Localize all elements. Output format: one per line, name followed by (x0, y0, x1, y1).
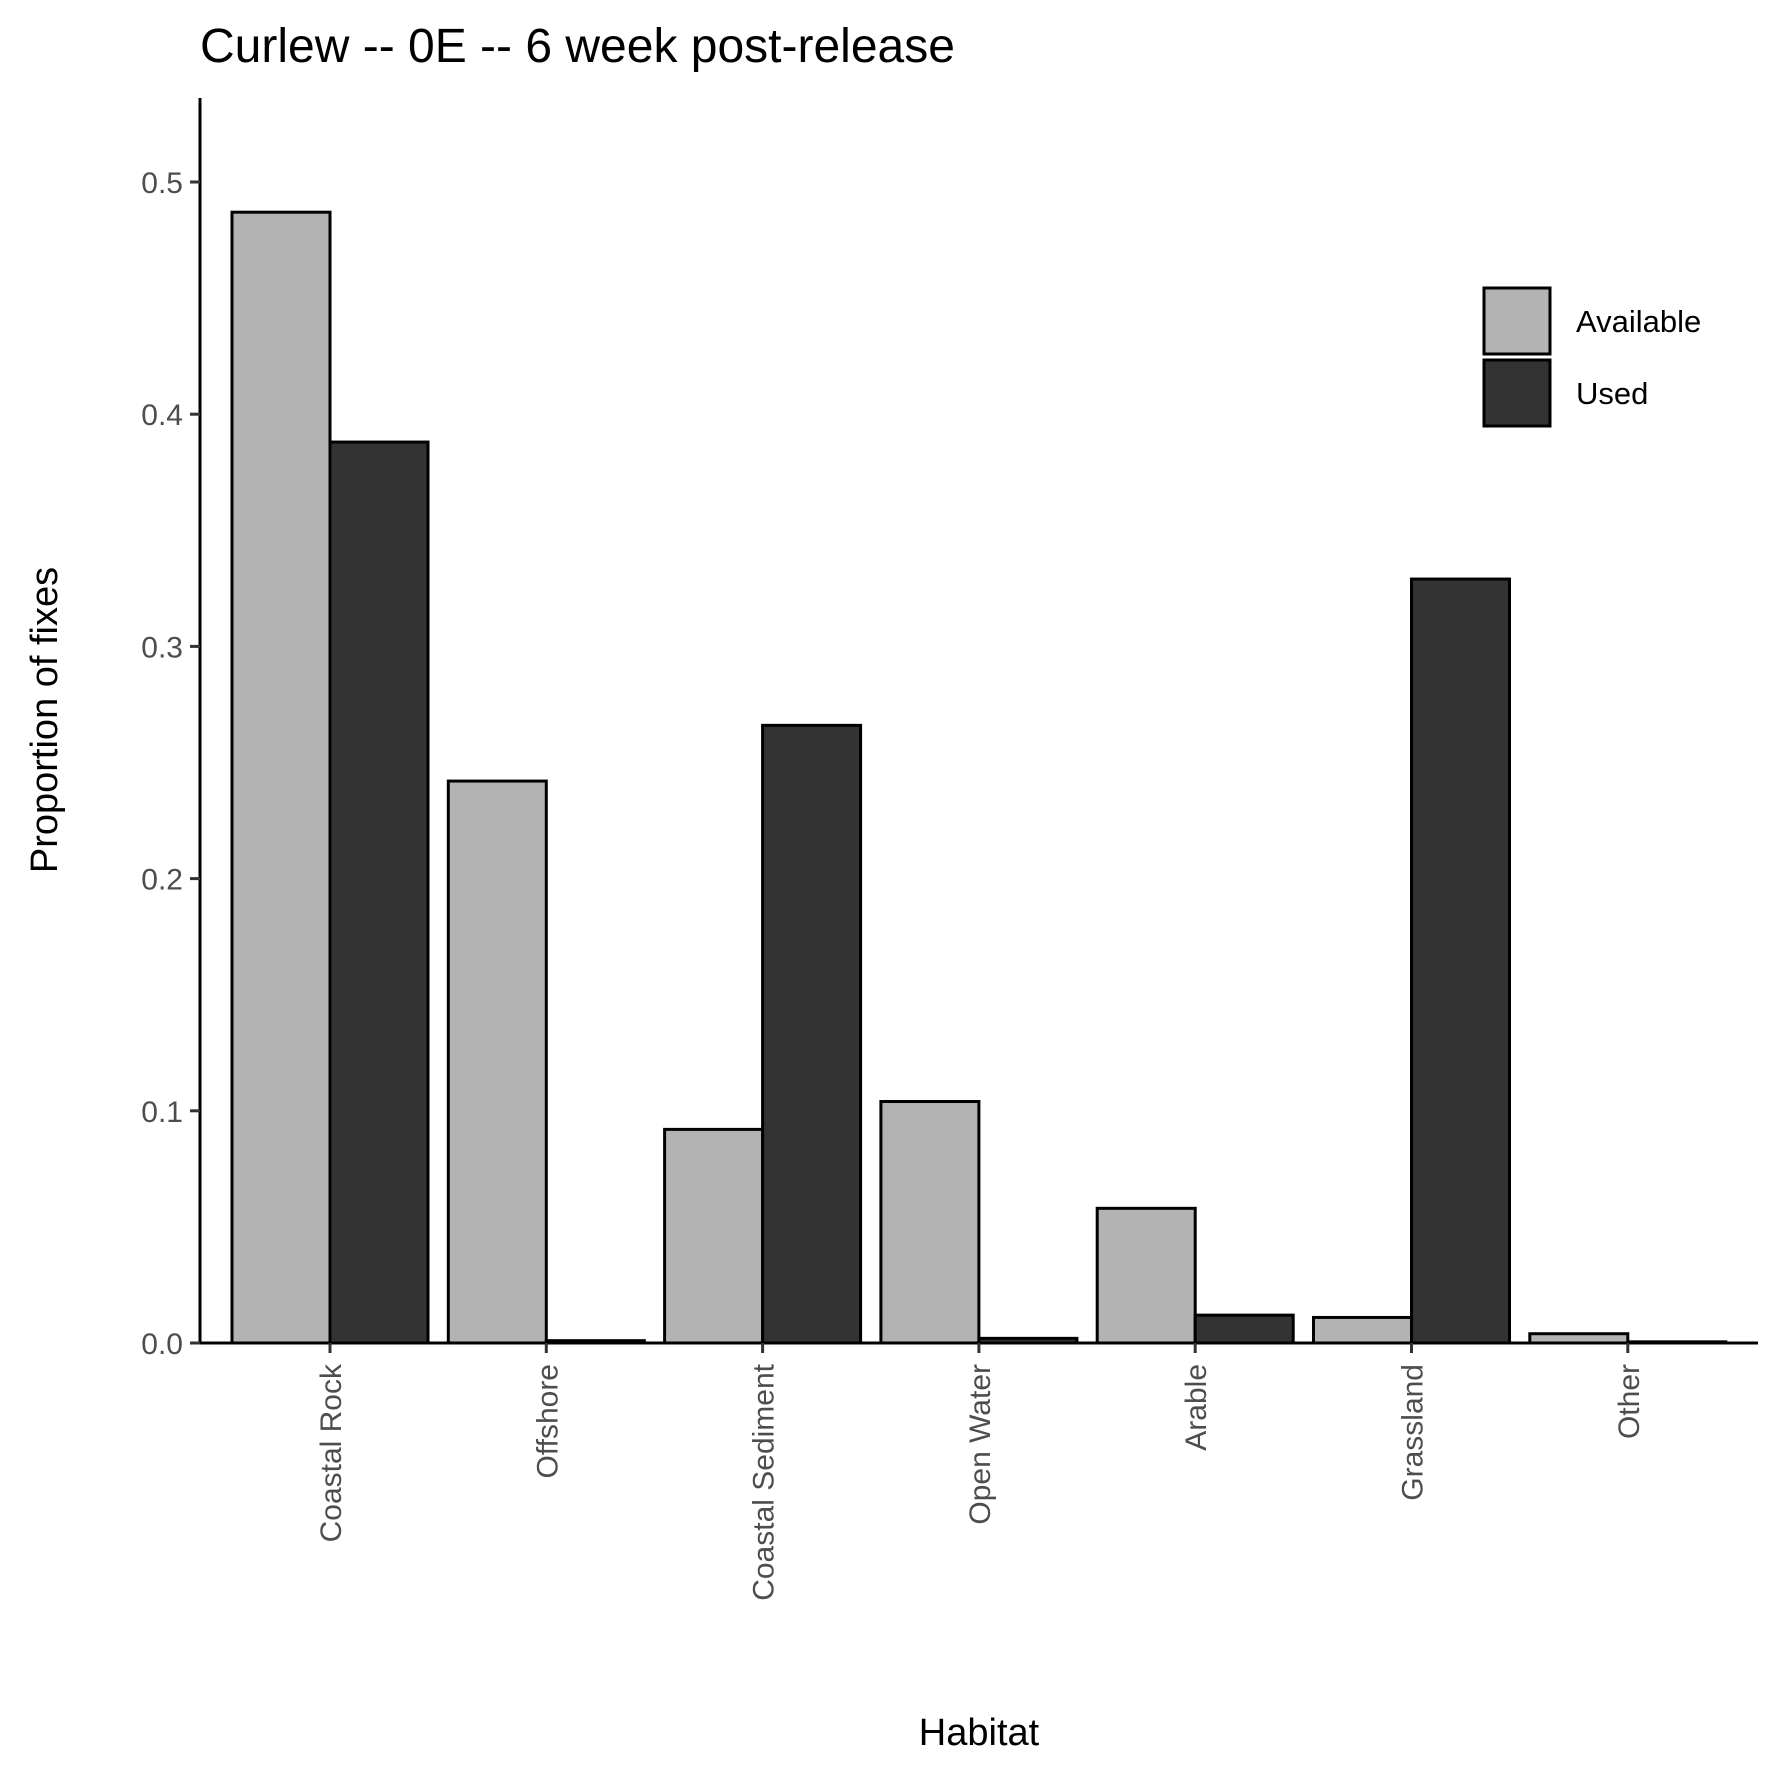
bar-used (761, 723, 863, 1345)
y-tick-label: 0.1 (141, 1096, 183, 1129)
bar-used (328, 440, 430, 1345)
y-tick-label: 0.0 (141, 1328, 183, 1361)
bar-available (1312, 1315, 1413, 1345)
y-axis-title: Proportion of fixes (24, 567, 66, 873)
bar-available (446, 779, 548, 1345)
x-axis-title: Habitat (919, 1712, 1040, 1754)
x-tick-label: Offshore (531, 1364, 564, 1479)
legend-label-used: Used (1576, 376, 1648, 411)
bar-group (230, 210, 1728, 1345)
legend: Available Used (1482, 286, 1701, 428)
bar-used (1193, 1313, 1295, 1345)
legend-key-used (1482, 358, 1552, 428)
bar-available (879, 1100, 981, 1345)
y-axis-ticks: 0.0 0.1 0.2 0.3 0.4 0.5 (141, 167, 200, 1361)
x-axis-ticks: Coastal Rock Offshore Coastal Sediment Open… (315, 1343, 1646, 1601)
chart-title: Curlew -- 0E -- 6 week post-release (200, 20, 955, 73)
x-tick-label: Other (1613, 1364, 1646, 1439)
y-tick-label: 0.2 (141, 864, 183, 897)
legend-label-available: Available (1576, 304, 1701, 339)
bar-available (1095, 1206, 1197, 1345)
x-tick-label: Open Water (964, 1364, 997, 1525)
bar-available (663, 1127, 765, 1345)
bar-used (1410, 577, 1511, 1345)
x-tick-label: Grassland (1397, 1364, 1430, 1501)
x-tick-label: Coastal Rock (315, 1363, 348, 1542)
legend-key-available (1482, 286, 1552, 356)
bar-available (230, 210, 332, 1345)
y-tick-label: 0.3 (141, 631, 183, 664)
y-tick-label: 0.5 (141, 167, 183, 200)
x-tick-label: Coastal Sediment (748, 1363, 781, 1600)
y-tick-label: 0.4 (141, 399, 183, 432)
x-tick-label: Arable (1180, 1364, 1213, 1451)
